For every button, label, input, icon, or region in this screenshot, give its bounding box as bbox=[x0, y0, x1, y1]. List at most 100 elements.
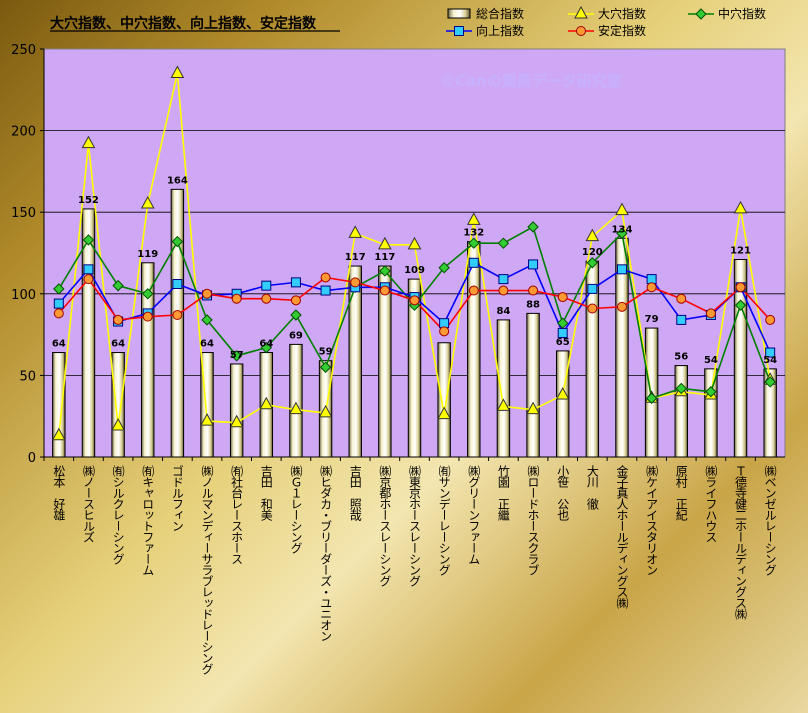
x-tick-label: ㈱ベンゼルレーシング bbox=[763, 465, 777, 576]
x-tick-label: ㈱グリーンファーム bbox=[467, 465, 481, 565]
point bbox=[454, 26, 464, 36]
legend-item: 大穴指数 bbox=[568, 5, 646, 21]
bar-value-label: 119 bbox=[137, 249, 158, 260]
x-tick-label: ㈱東京ホースレーシング bbox=[408, 465, 422, 587]
point bbox=[407, 236, 422, 250]
bar-value-label: 120 bbox=[582, 247, 603, 258]
markers-circle bbox=[53, 272, 776, 337]
point bbox=[83, 264, 94, 275]
bar-value-label: 109 bbox=[404, 265, 425, 276]
point bbox=[576, 26, 586, 36]
point bbox=[587, 283, 598, 294]
y-tick-label: 50 bbox=[19, 369, 36, 384]
point bbox=[468, 237, 480, 249]
point bbox=[675, 382, 687, 395]
point bbox=[200, 413, 214, 426]
bar-value-label: 64 bbox=[200, 339, 214, 350]
point bbox=[437, 406, 451, 420]
point bbox=[498, 274, 509, 285]
point bbox=[526, 401, 540, 415]
legend-item: 安定指数 bbox=[568, 23, 646, 38]
point bbox=[230, 350, 243, 362]
point bbox=[695, 8, 707, 20]
point bbox=[320, 272, 331, 283]
bar-value-label: 64 bbox=[111, 339, 125, 350]
y-tick-label: 250 bbox=[11, 43, 36, 58]
y-tick-label: 150 bbox=[11, 206, 36, 221]
bar bbox=[496, 319, 511, 458]
x-tick-label: 小笹 公也 bbox=[556, 465, 570, 521]
x-tick-label: 金子真人ホールディングス㈱ bbox=[615, 464, 629, 609]
point bbox=[528, 285, 539, 296]
x-tick-label: ㈱ノルマンディーサラブレッドレーシング bbox=[200, 465, 214, 675]
point bbox=[112, 279, 124, 292]
point bbox=[290, 295, 301, 306]
point bbox=[261, 280, 272, 291]
point bbox=[438, 261, 450, 274]
point bbox=[733, 200, 748, 214]
x-tick-label: ㈲サンデーレーシング bbox=[437, 465, 451, 576]
bar bbox=[526, 312, 540, 458]
point bbox=[497, 237, 510, 249]
x-tick-label: ㈱ロードホースクラブ bbox=[526, 465, 540, 576]
bar-value-label: 134 bbox=[612, 224, 633, 235]
point bbox=[587, 303, 598, 314]
bar-value-label: 54 bbox=[763, 355, 777, 366]
y-tick-label: 0 bbox=[28, 451, 36, 466]
x-tick-label: ㈱Ｇ１レーシング bbox=[289, 465, 303, 554]
point bbox=[645, 392, 658, 404]
bar-value-label: 79 bbox=[645, 314, 659, 325]
point bbox=[172, 279, 183, 290]
y-tick-label: 100 bbox=[11, 288, 36, 303]
point bbox=[379, 285, 390, 296]
point bbox=[172, 310, 183, 321]
point bbox=[735, 282, 746, 293]
point bbox=[348, 225, 363, 238]
bar-value-label: 64 bbox=[52, 339, 66, 350]
bar-value-label: 164 bbox=[167, 175, 188, 186]
legend-swatch bbox=[447, 8, 471, 19]
point bbox=[615, 202, 629, 216]
x-tick-label: ㈲シルクレーシング bbox=[111, 465, 125, 565]
bar-value-label: 59 bbox=[319, 347, 333, 358]
bar bbox=[674, 365, 688, 458]
point bbox=[705, 386, 717, 398]
point bbox=[765, 314, 776, 325]
point bbox=[53, 298, 64, 309]
bar bbox=[229, 363, 244, 458]
point bbox=[439, 326, 450, 337]
point bbox=[764, 376, 776, 388]
point bbox=[705, 308, 716, 319]
point bbox=[202, 288, 213, 299]
point bbox=[113, 314, 124, 325]
x-tick-label: ㈲キャロットファーム bbox=[141, 465, 155, 576]
x-tick-label: 松本 好雄 bbox=[52, 465, 66, 521]
point bbox=[231, 293, 242, 304]
bar bbox=[52, 352, 66, 458]
point bbox=[81, 135, 96, 149]
point bbox=[466, 212, 481, 225]
point bbox=[585, 228, 600, 242]
x-tick-label: ㈱ケイアイスタリオン bbox=[645, 465, 659, 575]
point bbox=[468, 257, 479, 268]
legend-label: 大穴指数 bbox=[598, 6, 646, 21]
point bbox=[53, 283, 65, 295]
point bbox=[260, 341, 273, 354]
bar bbox=[704, 368, 718, 458]
point bbox=[527, 221, 539, 233]
point bbox=[82, 234, 95, 246]
bar bbox=[437, 342, 451, 458]
point bbox=[498, 285, 509, 296]
bar-value-label: 132 bbox=[463, 228, 484, 239]
point bbox=[289, 401, 303, 415]
point bbox=[51, 427, 66, 441]
point bbox=[379, 265, 391, 277]
point bbox=[259, 396, 274, 410]
point bbox=[318, 404, 333, 418]
legend-label: 向上指数 bbox=[476, 23, 524, 38]
x-tick-label: 大川 徹 bbox=[585, 465, 599, 510]
x-tick-label: ㈲社台レースホース bbox=[230, 465, 244, 565]
point bbox=[201, 314, 213, 326]
